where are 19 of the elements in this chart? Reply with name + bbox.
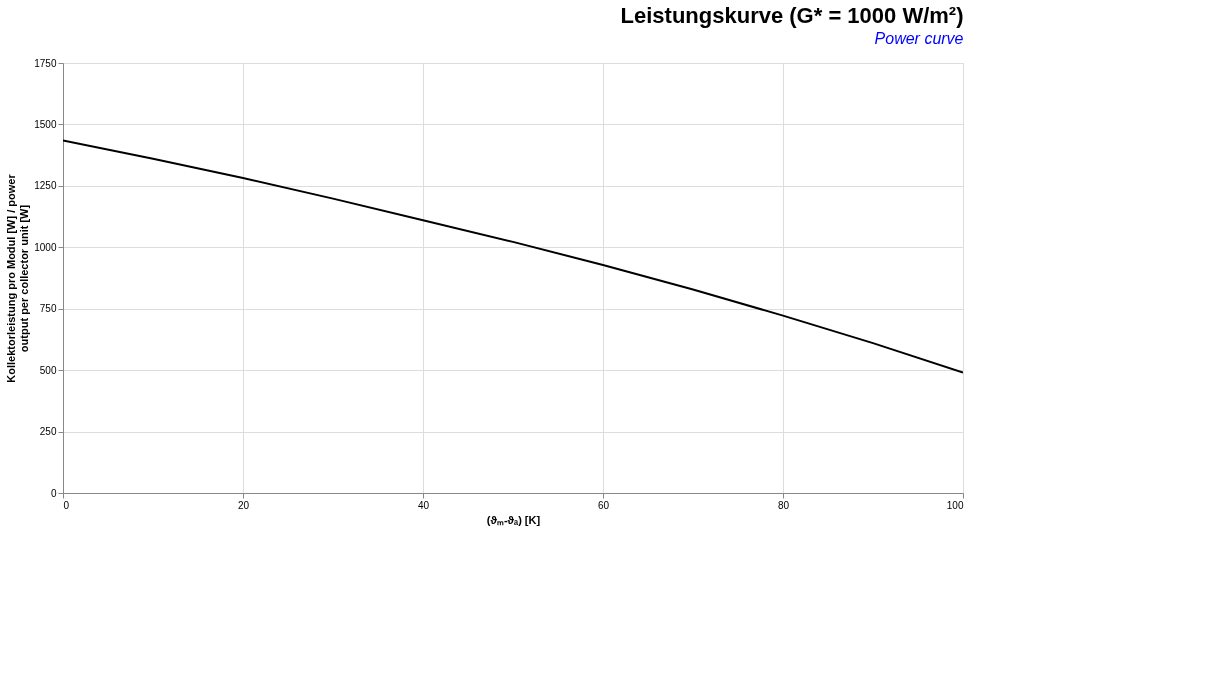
x-tick-label: 40 bbox=[417, 499, 430, 511]
y-tick-label: 1250 bbox=[34, 180, 57, 192]
x-tick-label: 0 bbox=[63, 499, 70, 511]
chart-title: Leistungskurve (G* = 1000 W/m²) bbox=[620, 3, 964, 28]
x-axis-title: (ϑₘ-ϑₐ) [K] bbox=[486, 513, 541, 526]
x-tick-label: 80 bbox=[777, 499, 790, 511]
y-tick-label: 500 bbox=[39, 364, 57, 376]
x-tick-label: 100 bbox=[946, 499, 964, 511]
y-tick-label: 1500 bbox=[34, 118, 57, 130]
y-axis-title: Kollektorleistung pro Modul [W] / power output per collector unit [W] bbox=[5, 173, 31, 383]
y-tick-label: 1750 bbox=[34, 57, 57, 69]
chart-subtitle: Power curve bbox=[874, 30, 964, 47]
x-tick-label: 20 bbox=[237, 499, 250, 511]
y-tick-label: 0 bbox=[50, 487, 57, 499]
y-tick-label: 250 bbox=[39, 426, 57, 438]
y-tick-label: 1000 bbox=[34, 241, 57, 253]
x-tick-label: 60 bbox=[597, 499, 610, 511]
line-series bbox=[63, 139, 963, 374]
y-tick-label: 750 bbox=[39, 303, 57, 315]
